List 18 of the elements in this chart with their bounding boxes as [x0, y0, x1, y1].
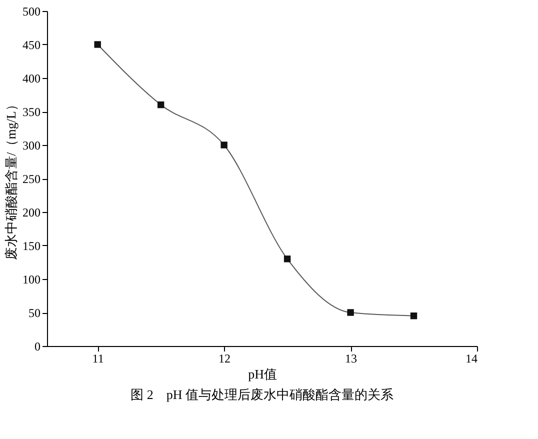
y-tick-label: 0 — [34, 340, 40, 354]
x-tick-label: 12 — [218, 352, 231, 366]
y-tick-label: 150 — [22, 239, 40, 253]
x-tick-label: 14 — [466, 352, 478, 366]
y-tick-label: 200 — [22, 206, 40, 220]
y-tick-label: 300 — [22, 138, 40, 152]
y-tick-label: 450 — [22, 38, 40, 52]
caption: 图 2 pH 值与处理后废水中硝酸酯含量的关系 — [130, 387, 394, 402]
y-tick-label: 400 — [22, 72, 40, 86]
y-axis-title: 废水中硝酸酯含量/（mg/L） — [4, 98, 18, 260]
y-tick-label: 250 — [22, 172, 40, 186]
x-tick-label: 13 — [345, 352, 358, 366]
y-tick-label: 50 — [28, 306, 40, 320]
x-tick-label: 11 — [92, 352, 104, 366]
y-tick-label: 350 — [22, 105, 40, 119]
y-tick-label: 100 — [22, 272, 40, 286]
x-axis-title: pH值 — [248, 366, 277, 382]
y-tick-label: 500 — [22, 4, 40, 18]
